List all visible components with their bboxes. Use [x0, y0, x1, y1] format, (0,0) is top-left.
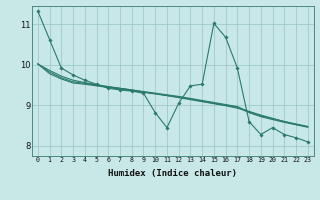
X-axis label: Humidex (Indice chaleur): Humidex (Indice chaleur)	[108, 169, 237, 178]
